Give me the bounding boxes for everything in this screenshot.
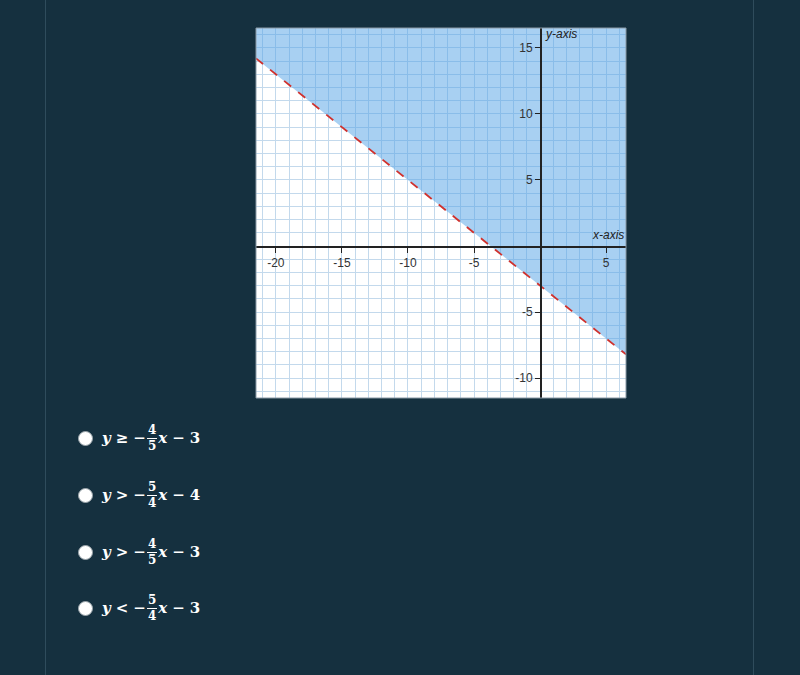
- svg-text:x-axis: x-axis: [592, 228, 624, 242]
- html-text:y ≥ −4: y ≥ −4: [102, 422, 157, 447]
- svg-text:y-axis: y-axis: [545, 27, 577, 41]
- svg-text:-20: -20: [267, 256, 285, 270]
- html-text:5x − 3: 5x − 3: [147, 429, 201, 453]
- html-text:4x − 3: 4x − 3: [147, 599, 201, 623]
- svg-text:-10: -10: [399, 256, 417, 270]
- svg-text:-5: -5: [469, 256, 480, 270]
- svg-text:15: 15: [519, 41, 533, 55]
- svg-text:-15: -15: [333, 256, 351, 270]
- html-text:5x − 3: 5x − 3: [147, 543, 201, 567]
- html-text:y > −4: y > −4: [102, 536, 157, 561]
- html-text:y > −5: y > −5: [102, 479, 157, 504]
- svg-text:5: 5: [603, 256, 610, 270]
- svg-text:10: 10: [519, 107, 533, 121]
- svg-text:5: 5: [526, 173, 533, 187]
- svg-text:-10: -10: [515, 371, 533, 385]
- html-text:4x − 4: 4x − 4: [147, 486, 201, 510]
- svg-text:-5: -5: [522, 305, 533, 319]
- html-text:y < −5: y < −5: [102, 592, 157, 617]
